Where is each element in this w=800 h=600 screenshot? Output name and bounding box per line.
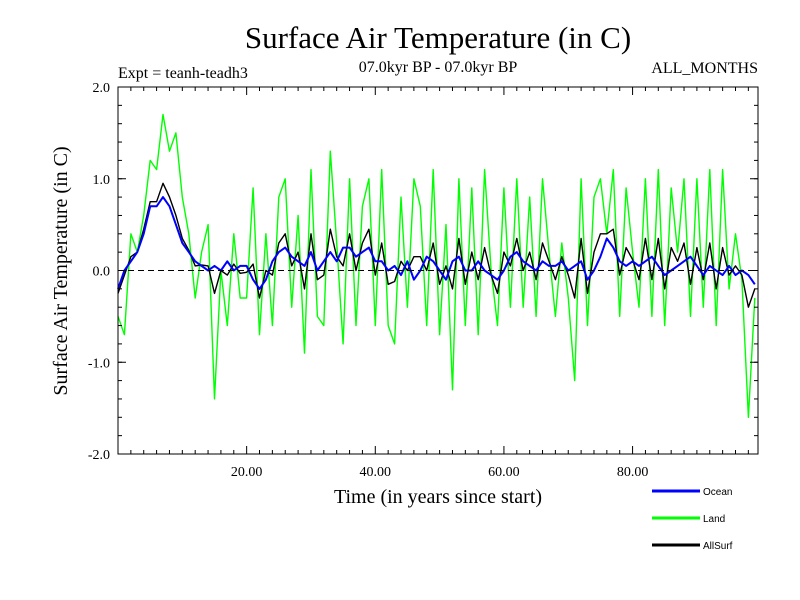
x-tick-label: 20.00 — [231, 465, 263, 480]
y-tick-label: 0.0 — [93, 265, 111, 280]
chart-title: Surface Air Temperature (in C) — [245, 20, 631, 55]
legend-label-allsurf: AllSurf — [703, 541, 733, 552]
y-tick-label: -1.0 — [88, 356, 110, 371]
series-layer — [117, 113, 756, 418]
legend-label-land: Land — [703, 514, 725, 525]
plot-area: -2.0 -1.0 0.0 1.0 2.0 20.00 40.00 60.00 80.00 — [88, 81, 759, 480]
legend-label-ocean: Ocean — [703, 487, 732, 498]
x-tick-label: 60.00 — [488, 465, 520, 480]
x-tick-label: 40.00 — [360, 465, 392, 480]
series-line-land — [117, 113, 756, 418]
series-line-ocean — [117, 196, 756, 290]
legend: Ocean Land AllSurf — [652, 487, 733, 552]
x-axis-label: Time (in years since start) — [334, 486, 542, 508]
y-tick-label: -2.0 — [88, 448, 110, 463]
x-tick-label: 80.00 — [617, 465, 649, 480]
tick-layer: -2.0 -1.0 0.0 1.0 2.0 20.00 40.00 60.00 80.00 — [88, 81, 758, 480]
months-label: ALL_MONTHS — [651, 60, 758, 77]
period-label: 07.0kyr BP - 07.0kyr BP — [359, 59, 518, 76]
y-tick-label: 1.0 — [93, 173, 111, 188]
experiment-label: Expt = teanh-teadh3 — [118, 65, 248, 82]
y-tick-label: 2.0 — [93, 81, 111, 96]
y-axis-label: Surface Air Temperature (in C) — [50, 146, 72, 395]
